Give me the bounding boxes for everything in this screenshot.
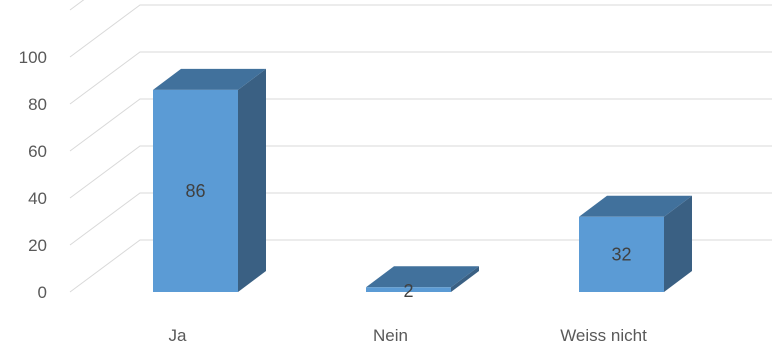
y-tick-label: 100 (19, 48, 47, 67)
x-category-label: Ja (169, 326, 188, 345)
bar-top (153, 68, 266, 90)
gridline (69, 4, 772, 58)
bar-side (238, 68, 266, 293)
bar: 86 (153, 68, 266, 293)
x-category-label: Nein (373, 326, 408, 345)
y-tick-label: 40 (28, 189, 47, 208)
y-tick-label: 80 (28, 95, 47, 114)
y-axis: 0 20 40 60 80 100 (19, 48, 47, 302)
gridline (69, 51, 772, 105)
gridlines (69, 0, 772, 293)
bar-side (664, 195, 692, 292)
gridline (69, 98, 772, 152)
bar-front (579, 216, 664, 292)
y-tick-label: 20 (28, 236, 47, 255)
data-label: 32 (611, 244, 631, 264)
bar-front (366, 287, 451, 292)
gridline (69, 239, 772, 293)
y-tick-label: 60 (28, 142, 47, 161)
data-label: 2 (403, 281, 413, 301)
x-category-label: Weiss nicht (560, 326, 647, 345)
bars: 86 2 32 (153, 68, 692, 301)
x-axis: Ja Nein Weiss nicht (169, 326, 648, 345)
bar-top (579, 195, 692, 217)
gridline (69, 192, 772, 246)
y-tick-label: 0 (38, 283, 47, 302)
gridline (69, 145, 772, 199)
bar-top (366, 266, 479, 288)
data-label: 86 (185, 181, 205, 201)
bar: 2 (366, 266, 479, 301)
bar-front (153, 89, 238, 293)
bar-side (451, 266, 479, 292)
bar: 32 (579, 195, 692, 292)
